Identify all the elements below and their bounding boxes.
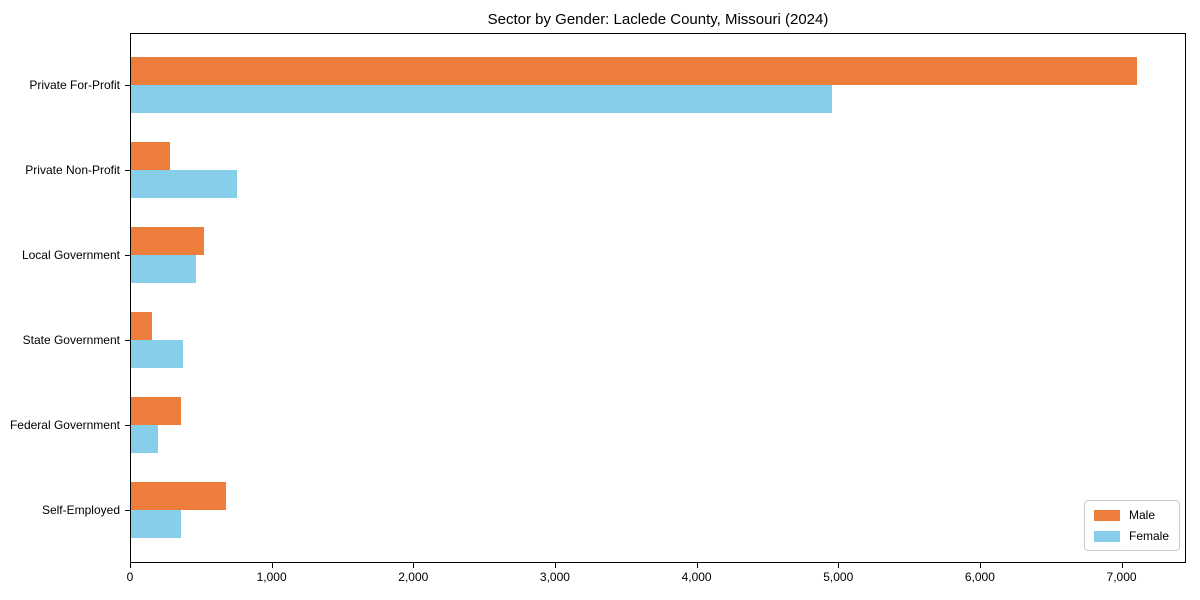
bar-male-private-non-profit — [131, 141, 170, 170]
x-tick-label-7000: 7,000 — [1106, 570, 1137, 584]
x-tick-label-0: 0 — [126, 570, 134, 584]
y-axis-label-state-government: State Government — [22, 332, 120, 347]
legend-item-male: Male — [1093, 508, 1169, 522]
x-tick-label-1000: 1,000 — [256, 570, 287, 584]
x-tick-7000 — [1121, 563, 1123, 568]
bar-male-federal-government — [131, 396, 181, 425]
x-tick-4000 — [696, 563, 698, 568]
bar-female-local-government — [131, 254, 196, 283]
legend-swatch-male-icon — [1093, 509, 1120, 521]
y-tick-local-government — [125, 254, 130, 256]
bar-female-self-employed — [131, 509, 181, 538]
y-axis-label-private-for-profit: Private For-Profit — [29, 78, 120, 92]
y-tick-private-for-profit — [125, 85, 130, 86]
y-tick-self-employed — [125, 509, 130, 511]
legend-swatch-female-icon — [1093, 530, 1120, 542]
y-tick-federal-government — [125, 424, 130, 426]
bar-female-private-non-profit — [131, 169, 237, 198]
x-tick-5000 — [838, 563, 840, 568]
x-tick-label-2000: 2,000 — [398, 570, 429, 584]
y-axis-label-federal-government: Federal Government — [9, 417, 120, 432]
y-axis-label-local-government: Local Government — [21, 247, 120, 262]
plot-area — [130, 33, 1186, 563]
y-axis-label-self-employed: Self-Employed — [41, 502, 120, 517]
y-axis-label-private-non-profit: Private Non-Profit — [25, 162, 120, 177]
x-tick-2000 — [413, 563, 415, 568]
bar-female-private-for-profit — [131, 85, 832, 113]
legend-label-male: Male — [1128, 508, 1155, 522]
y-tick-state-government — [125, 339, 130, 341]
bar-male-local-government — [131, 226, 204, 255]
y-tick-private-non-profit — [125, 169, 130, 171]
bar-female-state-government — [131, 339, 183, 368]
x-tick-0 — [130, 563, 131, 568]
legend: Male Female — [1083, 500, 1180, 551]
bar-male-private-for-profit — [131, 57, 1137, 85]
x-tick-1000 — [271, 563, 273, 568]
x-tick-6000 — [979, 563, 981, 568]
legend-label-female: Female — [1128, 529, 1169, 543]
x-tick-label-4000: 4,000 — [681, 570, 712, 584]
bar-female-federal-government — [131, 424, 158, 453]
x-tick-label-3000: 3,000 — [539, 570, 570, 584]
chart-title: Sector by Gender: Laclede County, Missou… — [487, 11, 829, 28]
x-tick-label-6000: 6,000 — [964, 570, 995, 584]
x-tick-label-5000: 5,000 — [823, 570, 854, 584]
x-tick-3000 — [554, 563, 556, 568]
legend-item-female: Female — [1093, 529, 1169, 543]
bar-male-self-employed — [131, 481, 226, 510]
bar-male-state-government — [131, 311, 152, 340]
